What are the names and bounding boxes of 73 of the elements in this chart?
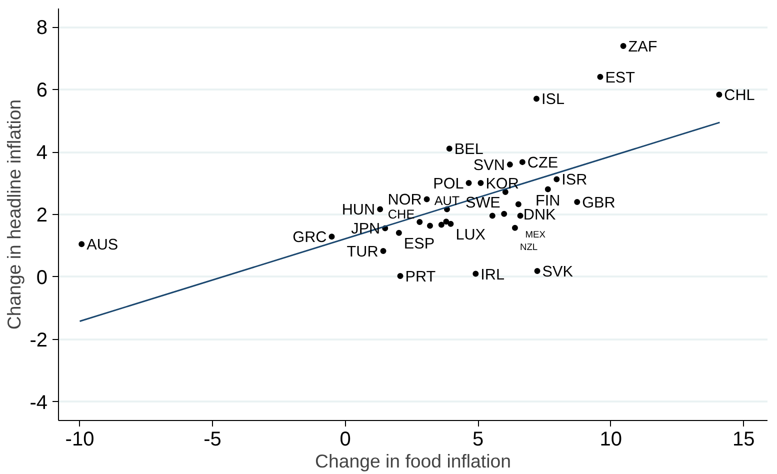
y-tick-label: 4 xyxy=(36,142,48,164)
annotation: ISL xyxy=(541,91,565,108)
x-tick-label: 10 xyxy=(600,428,622,450)
annotation: KOR xyxy=(486,175,519,192)
annotation: HUN xyxy=(342,202,376,219)
point xyxy=(443,218,450,225)
point xyxy=(534,268,540,274)
point xyxy=(512,224,518,231)
annotation: POL xyxy=(433,175,464,192)
x-tick-label: 15 xyxy=(732,428,755,450)
annotation: EST xyxy=(605,69,636,86)
annotation: AUT xyxy=(434,194,460,208)
point xyxy=(519,159,526,166)
point xyxy=(554,176,560,182)
x-tick-label: 5 xyxy=(472,428,484,450)
y-axis-title: Change in headline inflation xyxy=(4,99,25,330)
annotation: GBR xyxy=(582,194,616,212)
point xyxy=(416,218,423,225)
annotation: CHE xyxy=(388,208,415,222)
y-tick-label: 8 xyxy=(36,17,48,40)
point xyxy=(533,96,540,102)
point xyxy=(446,146,452,152)
annotation: GRC xyxy=(292,229,327,246)
annotation: SWE xyxy=(465,194,500,212)
point xyxy=(328,234,335,240)
annotation: AUS xyxy=(86,236,118,254)
point xyxy=(597,74,604,80)
annotation: CZE xyxy=(527,154,558,172)
annotation: SVN xyxy=(473,157,505,174)
point xyxy=(506,162,513,168)
annotation: IRL xyxy=(480,266,505,284)
point xyxy=(426,222,433,229)
point xyxy=(544,186,551,192)
annotation: CHL xyxy=(724,87,756,104)
annotation: ESP xyxy=(404,235,435,252)
point xyxy=(78,241,85,248)
annotation: SVK xyxy=(542,263,574,280)
point xyxy=(448,220,454,227)
point xyxy=(620,42,626,49)
annotation: ZAF xyxy=(628,38,658,56)
point xyxy=(502,189,508,196)
annotation: TUR xyxy=(346,244,378,261)
annotation: MEX xyxy=(525,230,546,240)
point xyxy=(501,210,508,217)
point xyxy=(515,201,522,208)
annotation: NOR xyxy=(388,192,422,209)
y-tick-label: -2 xyxy=(30,329,48,352)
annotation: PRT xyxy=(405,268,436,286)
point xyxy=(438,222,444,228)
y-tick-label: 6 xyxy=(36,80,48,102)
point xyxy=(466,180,472,186)
annotation: NZL xyxy=(520,242,538,252)
point xyxy=(380,248,386,254)
annotation: BEL xyxy=(454,141,484,158)
point xyxy=(489,212,496,219)
y-tick-label: -4 xyxy=(30,392,48,414)
annotation: LUX xyxy=(456,226,486,244)
point xyxy=(397,272,404,279)
point xyxy=(478,180,484,186)
annotation: ISR xyxy=(562,172,588,189)
point xyxy=(424,196,430,202)
point xyxy=(716,92,722,98)
point xyxy=(396,230,402,236)
point xyxy=(517,212,524,219)
point xyxy=(377,206,384,212)
x-axis-title: Change in food inflation xyxy=(314,450,512,472)
x-tick-label: 0 xyxy=(340,428,351,450)
y-tick-label: 0 xyxy=(36,266,48,289)
x-tick-label: -5 xyxy=(204,428,222,450)
point xyxy=(472,270,479,277)
point xyxy=(574,199,580,206)
x-tick-label: -10 xyxy=(65,428,94,450)
y-tick-label: 2 xyxy=(36,204,48,226)
